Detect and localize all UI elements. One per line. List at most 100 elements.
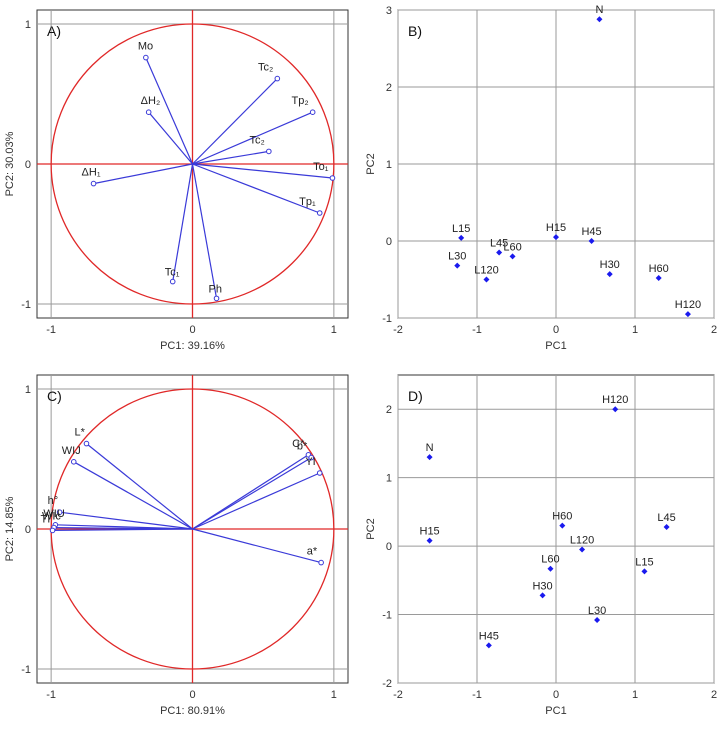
loading-marker-to1 — [329, 175, 336, 181]
loading-vector-tp1 — [192, 163, 320, 214]
loading-marker-tp2 — [309, 109, 316, 115]
x-tick-label: 2 — [711, 689, 717, 701]
loading-vector-yi — [192, 472, 320, 530]
y-tick-label: -1 — [382, 610, 392, 622]
x-axis-label: PC1 — [545, 705, 566, 717]
loading-vector-tc2 — [192, 78, 278, 165]
y-axis-label: PC2: 30.03% — [4, 131, 16, 196]
score-label-l120: L120 — [474, 265, 498, 277]
y-tick-label: 0 — [25, 159, 31, 171]
score-point-h60 — [559, 522, 566, 529]
score-point-n — [426, 454, 433, 461]
loading-vector-a — [192, 528, 322, 564]
score-label-h45: H45 — [581, 226, 601, 238]
loading-vector-ph — [191, 163, 218, 299]
score-label-h120: H120 — [675, 299, 701, 311]
score-point-h120 — [612, 406, 619, 413]
score-point-h120 — [684, 311, 691, 318]
loading-marker-tp1 — [316, 210, 323, 216]
loading-vector-tc1 — [172, 163, 194, 282]
loading-marker-ph — [213, 295, 220, 302]
loading-label-l: L* — [74, 427, 85, 439]
score-point-h30 — [539, 592, 546, 599]
loading-label-tp2: Tp₂ — [292, 95, 309, 107]
y-axis-label: PC2: 14.85% — [4, 496, 16, 561]
x-tick-label: -2 — [393, 689, 403, 701]
y-tick-label: 1 — [25, 384, 31, 396]
panel-label: B) — [408, 23, 422, 39]
loading-vector-h — [59, 511, 193, 530]
loading-vector-mo — [145, 57, 194, 165]
score-point-l60 — [547, 565, 554, 572]
loading-marker-tc2 — [274, 75, 281, 82]
loading-label-b: b* — [297, 441, 308, 453]
loading-label-h2: ΔH₂ — [141, 95, 161, 107]
score-label-l120: L120 — [570, 535, 594, 547]
loading-vector-tp2 — [192, 111, 313, 165]
score-label-l15: L15 — [452, 223, 470, 235]
loading-vector-wij — [73, 461, 193, 530]
y-tick-label: -2 — [382, 678, 392, 690]
loading-vector-l — [86, 443, 193, 530]
x-tick-label: 1 — [331, 324, 337, 336]
panel-4: -2 -1 0 1 2 -2 -1 0 1 2 PC1 PC2 D) H120 N H15 H60 L120 L45… — [365, 374, 717, 717]
loading-vector-h2 — [148, 111, 193, 165]
score-label-n: N — [595, 4, 603, 16]
correlation-circle — [50, 23, 335, 305]
y-axis-label: PC2 — [365, 518, 377, 539]
loading-vector-tc2 — [192, 150, 269, 165]
loading-vector-b — [192, 457, 312, 530]
loading-marker-tc2 — [266, 148, 272, 155]
loading-label-tc2: Tc₂ — [258, 62, 273, 74]
score-label-h45: H45 — [479, 630, 499, 642]
score-label-h15: H15 — [420, 526, 440, 538]
score-point-l45 — [663, 523, 670, 530]
x-tick-label: 0 — [189, 689, 195, 701]
x-tick-label: -1 — [472, 324, 482, 336]
loading-label-yi: YI — [305, 456, 315, 468]
y-tick-label: 2 — [386, 404, 392, 416]
score-label-h30: H30 — [600, 259, 620, 271]
score-point-l120 — [483, 276, 490, 283]
loading-vector-h1 — [93, 163, 193, 185]
y-axis-label: PC2 — [365, 153, 377, 174]
loading-label-ti: TI — [41, 513, 51, 525]
x-tick-label: 0 — [189, 324, 195, 336]
loading-marker-a — [318, 559, 324, 566]
loading-label-wic: WIc — [42, 511, 61, 523]
score-point-l120 — [579, 546, 586, 553]
score-label-l15: L15 — [635, 556, 653, 568]
score-point-l30 — [454, 262, 461, 269]
score-point-l60 — [509, 253, 516, 260]
loading-vector-c — [192, 454, 309, 530]
x-axis-label: PC1: 80.91% — [160, 705, 225, 717]
panel-1: -1 0 1 -1 0 1 PC1: 39.16% PC2: 30.03% A) Mo Tc₂ Tp₂… — [4, 9, 349, 352]
score-point-h45 — [485, 642, 492, 649]
score-point-n — [596, 16, 603, 23]
panel-label: A) — [47, 23, 61, 39]
y-tick-label: 0 — [386, 236, 392, 248]
y-tick-label: 1 — [386, 159, 392, 171]
loading-label-h1: ΔH₁ — [82, 167, 101, 179]
score-label-h60: H60 — [649, 263, 669, 275]
score-point-l15 — [641, 568, 648, 575]
score-label-h30: H30 — [532, 580, 552, 592]
loading-label-c: C* — [292, 438, 305, 450]
score-label-l60: L60 — [541, 554, 559, 566]
loading-marker-tc1 — [169, 278, 176, 285]
score-label-l30: L30 — [448, 251, 466, 263]
score-point-l15 — [458, 234, 465, 241]
score-label-l60: L60 — [503, 241, 521, 253]
loading-marker-h1 — [90, 180, 97, 187]
score-label-l45: L45 — [657, 512, 675, 524]
loading-label-to1: To₁ — [313, 161, 329, 173]
loading-vector-ti — [52, 528, 193, 531]
loading-marker-l — [83, 440, 90, 447]
x-tick-label: 1 — [632, 689, 638, 701]
loading-vector-to1 — [192, 163, 333, 179]
score-point-h30 — [606, 271, 613, 278]
score-point-h15 — [426, 537, 433, 544]
y-tick-label: -1 — [21, 299, 31, 311]
loading-label-a: a* — [307, 546, 318, 558]
score-point-h15 — [553, 234, 559, 241]
